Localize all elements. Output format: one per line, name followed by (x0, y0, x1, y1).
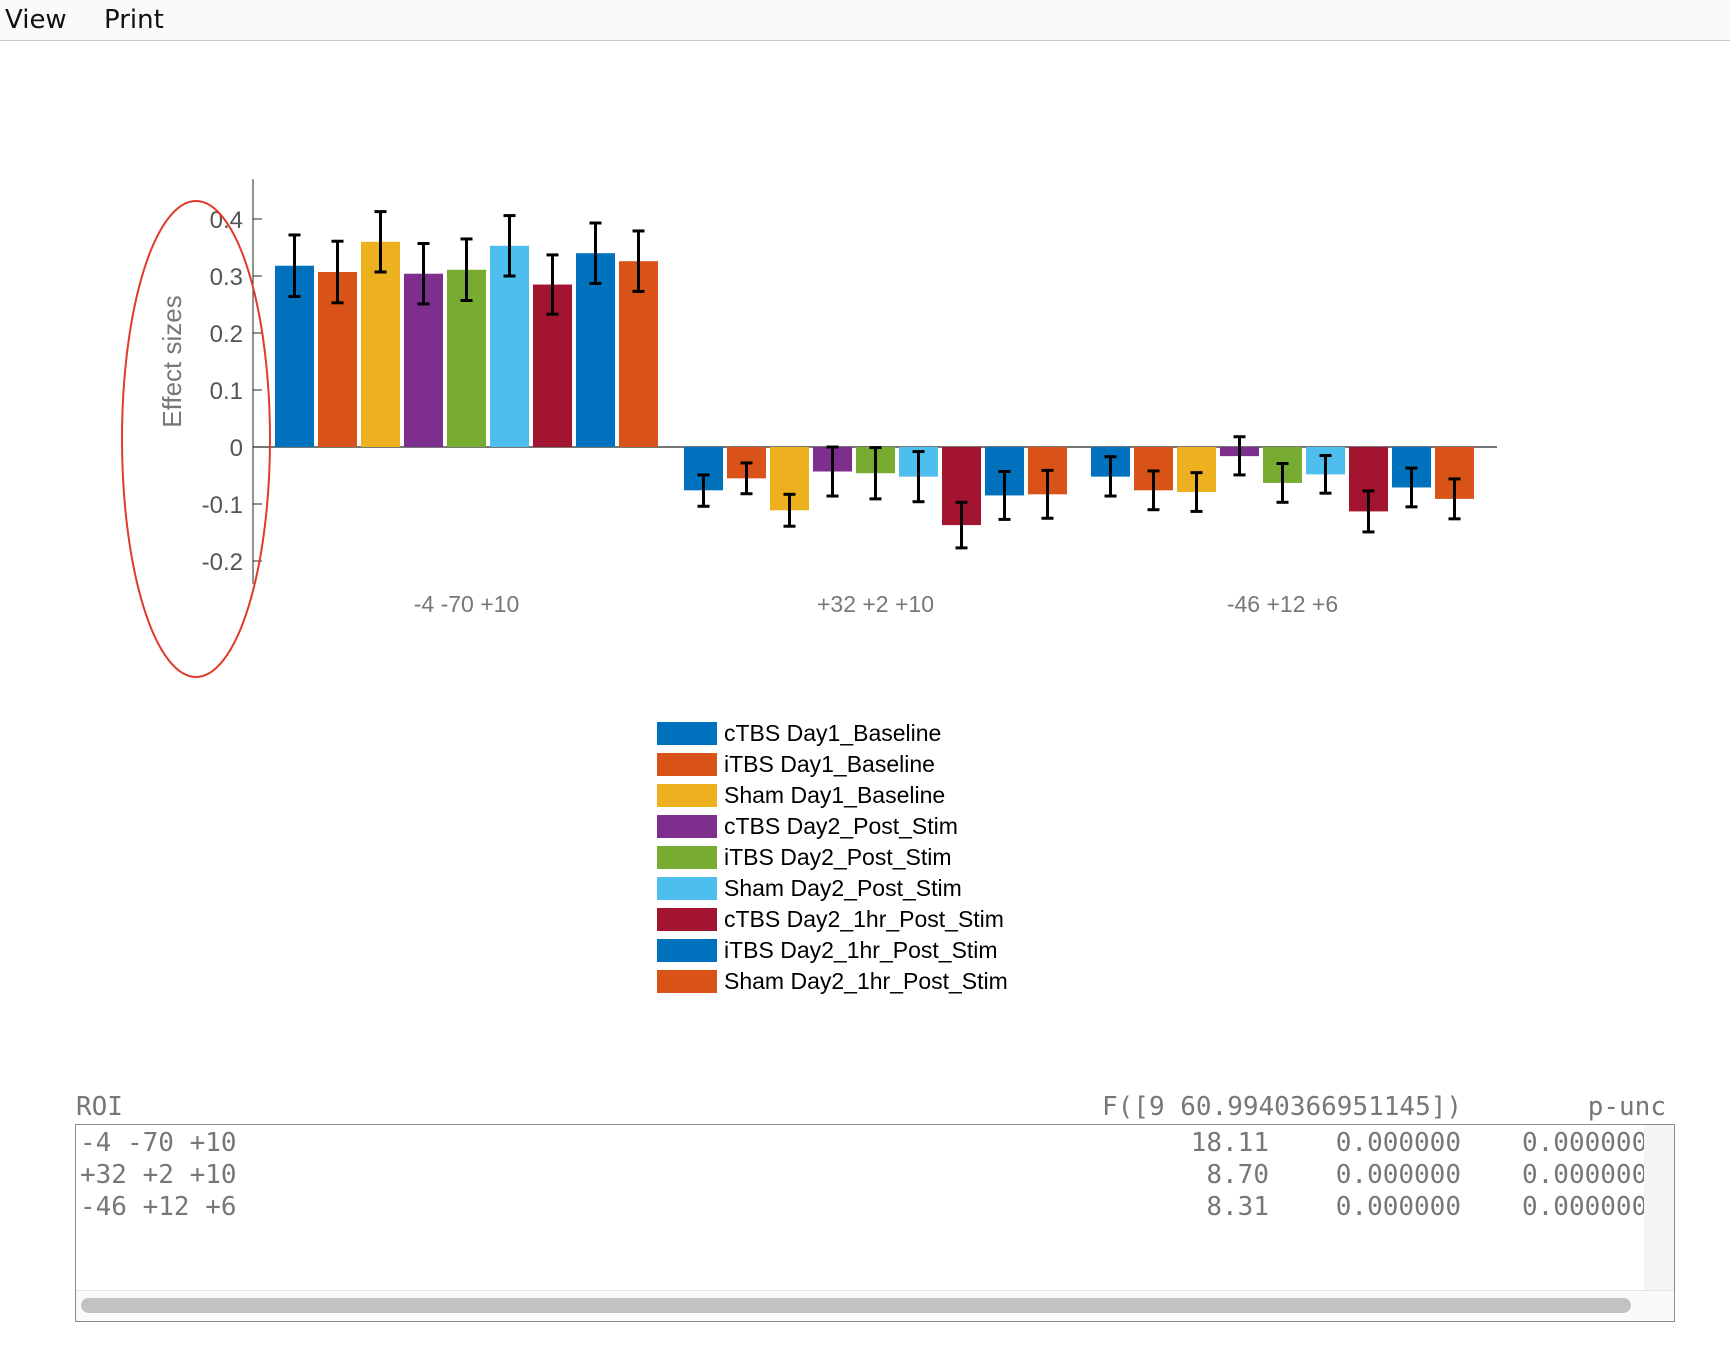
menu-bar: View Print (0, 0, 1730, 41)
bar (490, 245, 529, 447)
legend-item: cTBS Day2_Post_Stim (657, 811, 1037, 842)
legend-label: cTBS Day1_Baseline (724, 720, 942, 746)
legend-swatch (657, 877, 717, 900)
legend-item: Sham Day2_Post_Stim (657, 873, 1037, 904)
x-category-label: -46 +12 +6 (1227, 591, 1338, 617)
legend-swatch (657, 970, 717, 993)
vertical-scrollbar[interactable] (1644, 1125, 1674, 1293)
legend-label: Sham Day2_1hr_Post_Stim (724, 968, 1008, 994)
stats-header: ROI F([9 60.9940366951145]) p-unc (76, 1092, 1666, 1122)
red-ellipse-annotation (121, 200, 271, 678)
legend-item: Sham Day1_Baseline (657, 780, 1037, 811)
stats-header-p: p-unc (1587, 1092, 1666, 1122)
stats-p: 0.000000 (1335, 1128, 1461, 1158)
legend-swatch (657, 753, 717, 776)
legend-swatch (657, 815, 717, 838)
legend-label: cTBS Day2_1hr_Post_Stim (724, 906, 1004, 932)
stats-row[interactable]: -46 +12 +6 8.31 0.000000 0.000000 (76, 1191, 1674, 1223)
legend-swatch (657, 939, 717, 962)
stats-row[interactable]: -4 -70 +10 18.11 0.000000 0.000000 (76, 1127, 1674, 1159)
menu-view[interactable]: View (5, 5, 67, 35)
y-tick-label: -0.1 (202, 492, 243, 519)
y-tick-label: -0.2 (202, 549, 243, 576)
legend-swatch (657, 846, 717, 869)
stats-roi: -4 -70 +10 (80, 1128, 237, 1158)
bar (361, 241, 400, 447)
horizontal-scrollbar[interactable] (76, 1290, 1674, 1321)
legend-item: iTBS Day1_Baseline (657, 749, 1037, 780)
y-tick-label: 0 (230, 435, 243, 462)
stats-roi: +32 +2 +10 (80, 1160, 237, 1190)
stats-f: 18.11 (1190, 1128, 1269, 1158)
stats-p: 0.000000 (1335, 1192, 1461, 1222)
stats-roi: -46 +12 +6 (80, 1192, 237, 1222)
stats-f: 8.70 (1206, 1160, 1269, 1190)
legend-label: iTBS Day2_1hr_Post_Stim (724, 937, 998, 963)
legend-label: cTBS Day2_Post_Stim (724, 813, 958, 839)
legend-label: iTBS Day1_Baseline (724, 751, 935, 777)
legend-swatch (657, 784, 717, 807)
stats-p-corrected: 0.000000 (1522, 1160, 1648, 1190)
horizontal-scrollbar-thumb[interactable] (81, 1298, 1631, 1313)
y-tick-label: 0.3 (210, 264, 243, 291)
stats-p-corrected: 0.000000 (1522, 1192, 1648, 1222)
stats-f: 8.31 (1206, 1192, 1269, 1222)
legend-swatch (657, 908, 717, 931)
stats-row[interactable]: +32 +2 +10 8.70 0.000000 0.000000 (76, 1159, 1674, 1191)
legend-item: iTBS Day2_Post_Stim (657, 842, 1037, 873)
stats-header-roi: ROI (76, 1092, 123, 1122)
y-axis-label: Effect sizes (157, 295, 187, 427)
bar (576, 253, 615, 447)
legend-item: cTBS Day2_1hr_Post_Stim (657, 904, 1037, 935)
legend: cTBS Day1_Baseline iTBS Day1_Baseline Sham… (657, 718, 1037, 997)
legend-item: iTBS Day2_1hr_Post_Stim (657, 935, 1037, 966)
legend-item: Sham Day2_1hr_Post_Stim (657, 966, 1037, 997)
x-category-label: -4 -70 +10 (414, 591, 520, 617)
legend-label: Sham Day1_Baseline (724, 782, 946, 808)
x-category-label: +32 +2 +10 (817, 591, 934, 617)
y-tick-label: 0.1 (210, 378, 243, 405)
legend-label: Sham Day2_Post_Stim (724, 875, 962, 901)
legend-item: cTBS Day1_Baseline (657, 718, 1037, 749)
menu-print[interactable]: Print (104, 5, 164, 35)
stats-header-f: F([9 60.9940366951145]) (1102, 1092, 1463, 1122)
y-tick-label: 0.2 (210, 321, 243, 348)
stats-table[interactable]: -4 -70 +10 18.11 0.000000 0.000000 +32 +… (75, 1124, 1675, 1322)
legend-label: iTBS Day2_Post_Stim (724, 844, 952, 870)
stats-p-corrected: 0.000000 (1522, 1128, 1648, 1158)
stats-p: 0.000000 (1335, 1160, 1461, 1190)
legend-swatch (657, 722, 717, 745)
